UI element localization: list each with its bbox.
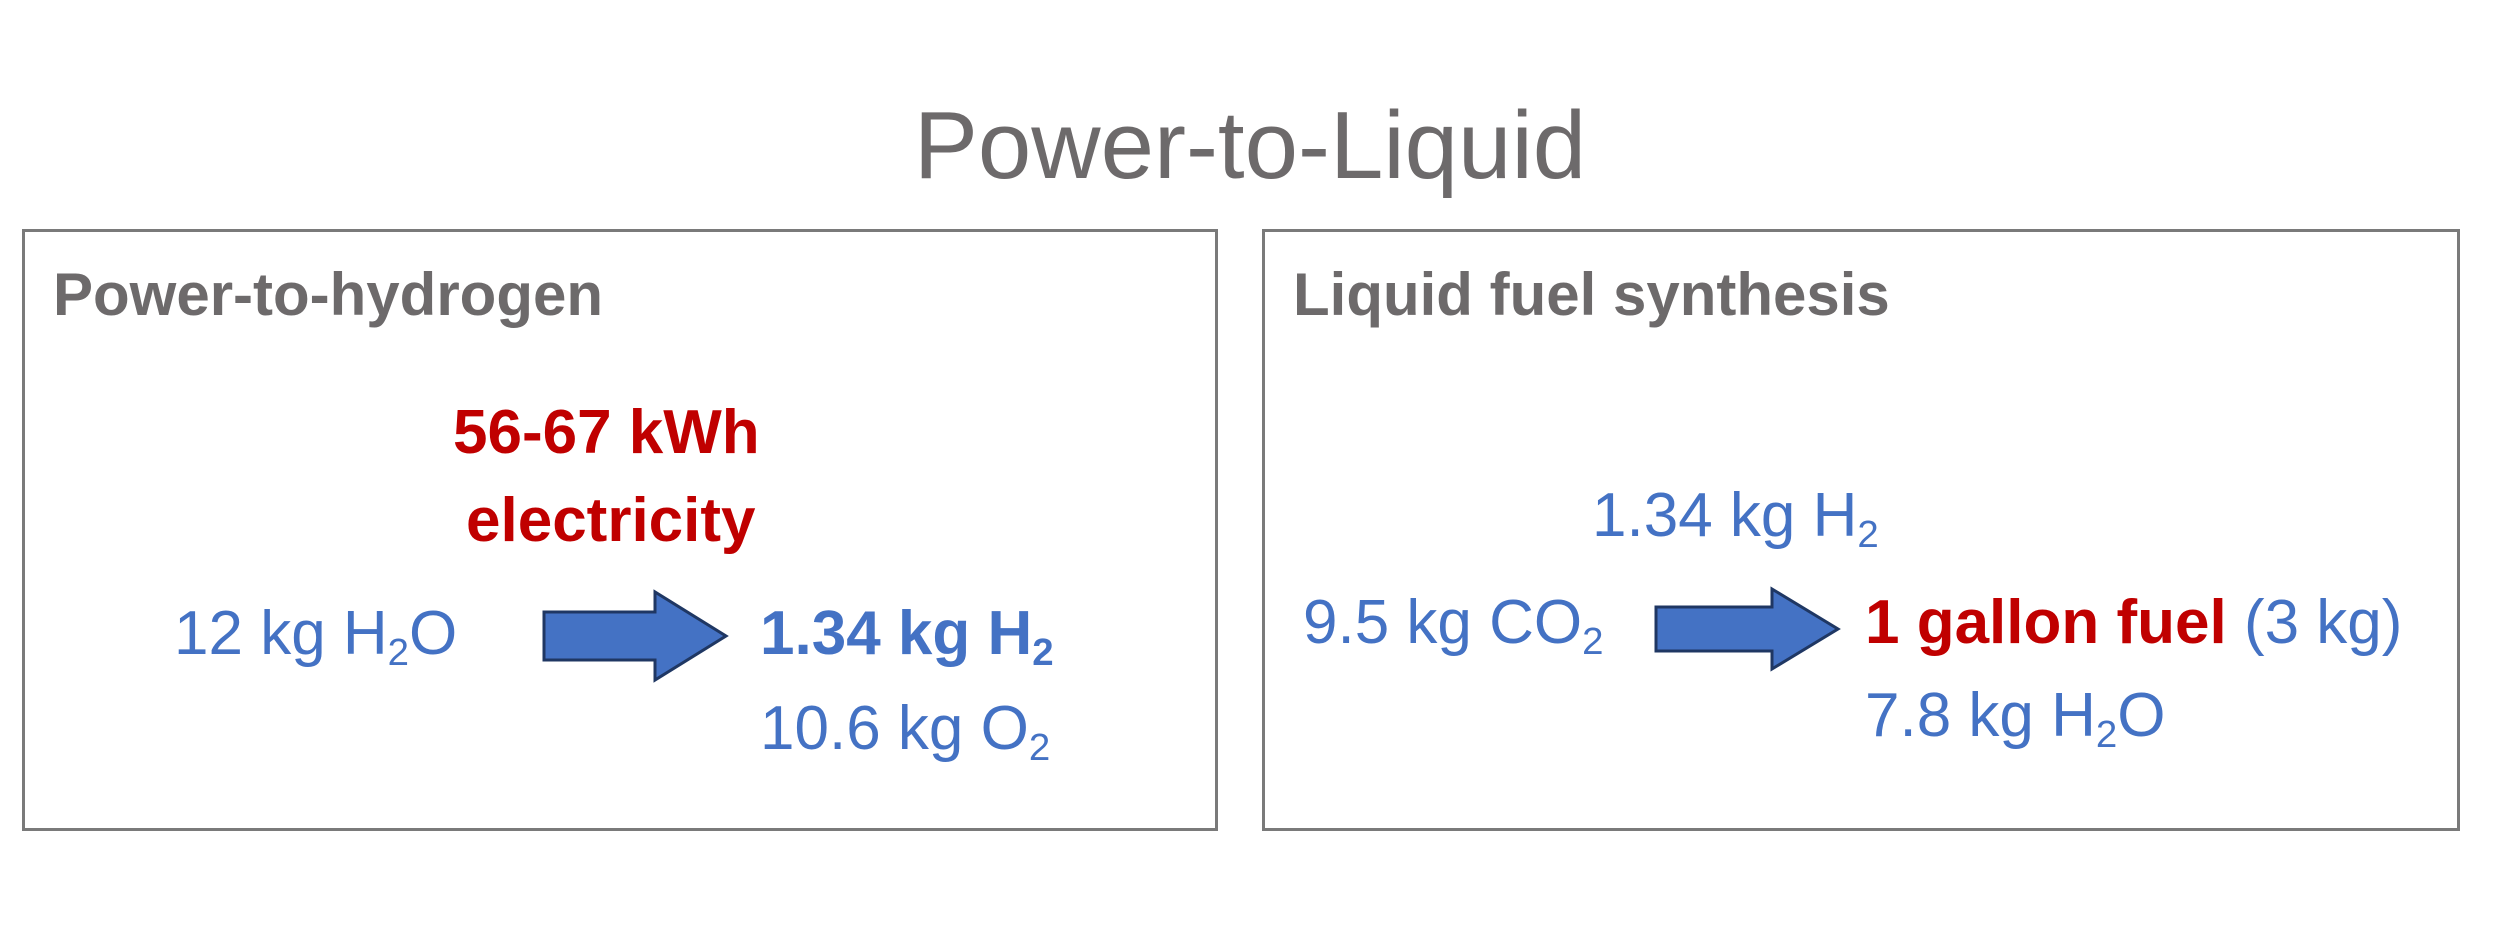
electricity-label: electricity xyxy=(466,486,756,555)
fuel-output-mass: (3 kg) xyxy=(2226,588,2403,657)
co2-input: 9.5 kg CO2 xyxy=(1303,588,1604,663)
liquid-fuel-synthesis-panel: Liquid fuel synthesis xyxy=(1262,229,2460,831)
water-input: 12 kg H2O xyxy=(174,599,458,674)
synthesis-arrow-icon xyxy=(1654,586,1841,672)
diagram-title: Power-to-Liquid xyxy=(913,92,1587,199)
electricity-amount: 56-67 kWh xyxy=(453,398,760,467)
liquid-fuel-synthesis-heading: Liquid fuel synthesis xyxy=(1293,261,1890,328)
water-output: 7.8 kg H2O xyxy=(1865,681,2166,756)
electrolysis-arrow-icon xyxy=(542,589,729,683)
hydrogen-output: 1.34 kg H2 xyxy=(760,599,1054,674)
hydrogen-input: 1.34 kg H2 xyxy=(1592,481,1879,556)
oxygen-output: 10.6 kg O2 xyxy=(760,694,1051,769)
fuel-output: 1 gallon fuel (3 kg) xyxy=(1865,592,2402,654)
power-to-hydrogen-panel: Power-to-hydrogen xyxy=(22,229,1218,831)
fuel-output-label: 1 gallon fuel xyxy=(1865,588,2227,657)
power-to-hydrogen-heading: Power-to-hydrogen xyxy=(53,261,603,328)
